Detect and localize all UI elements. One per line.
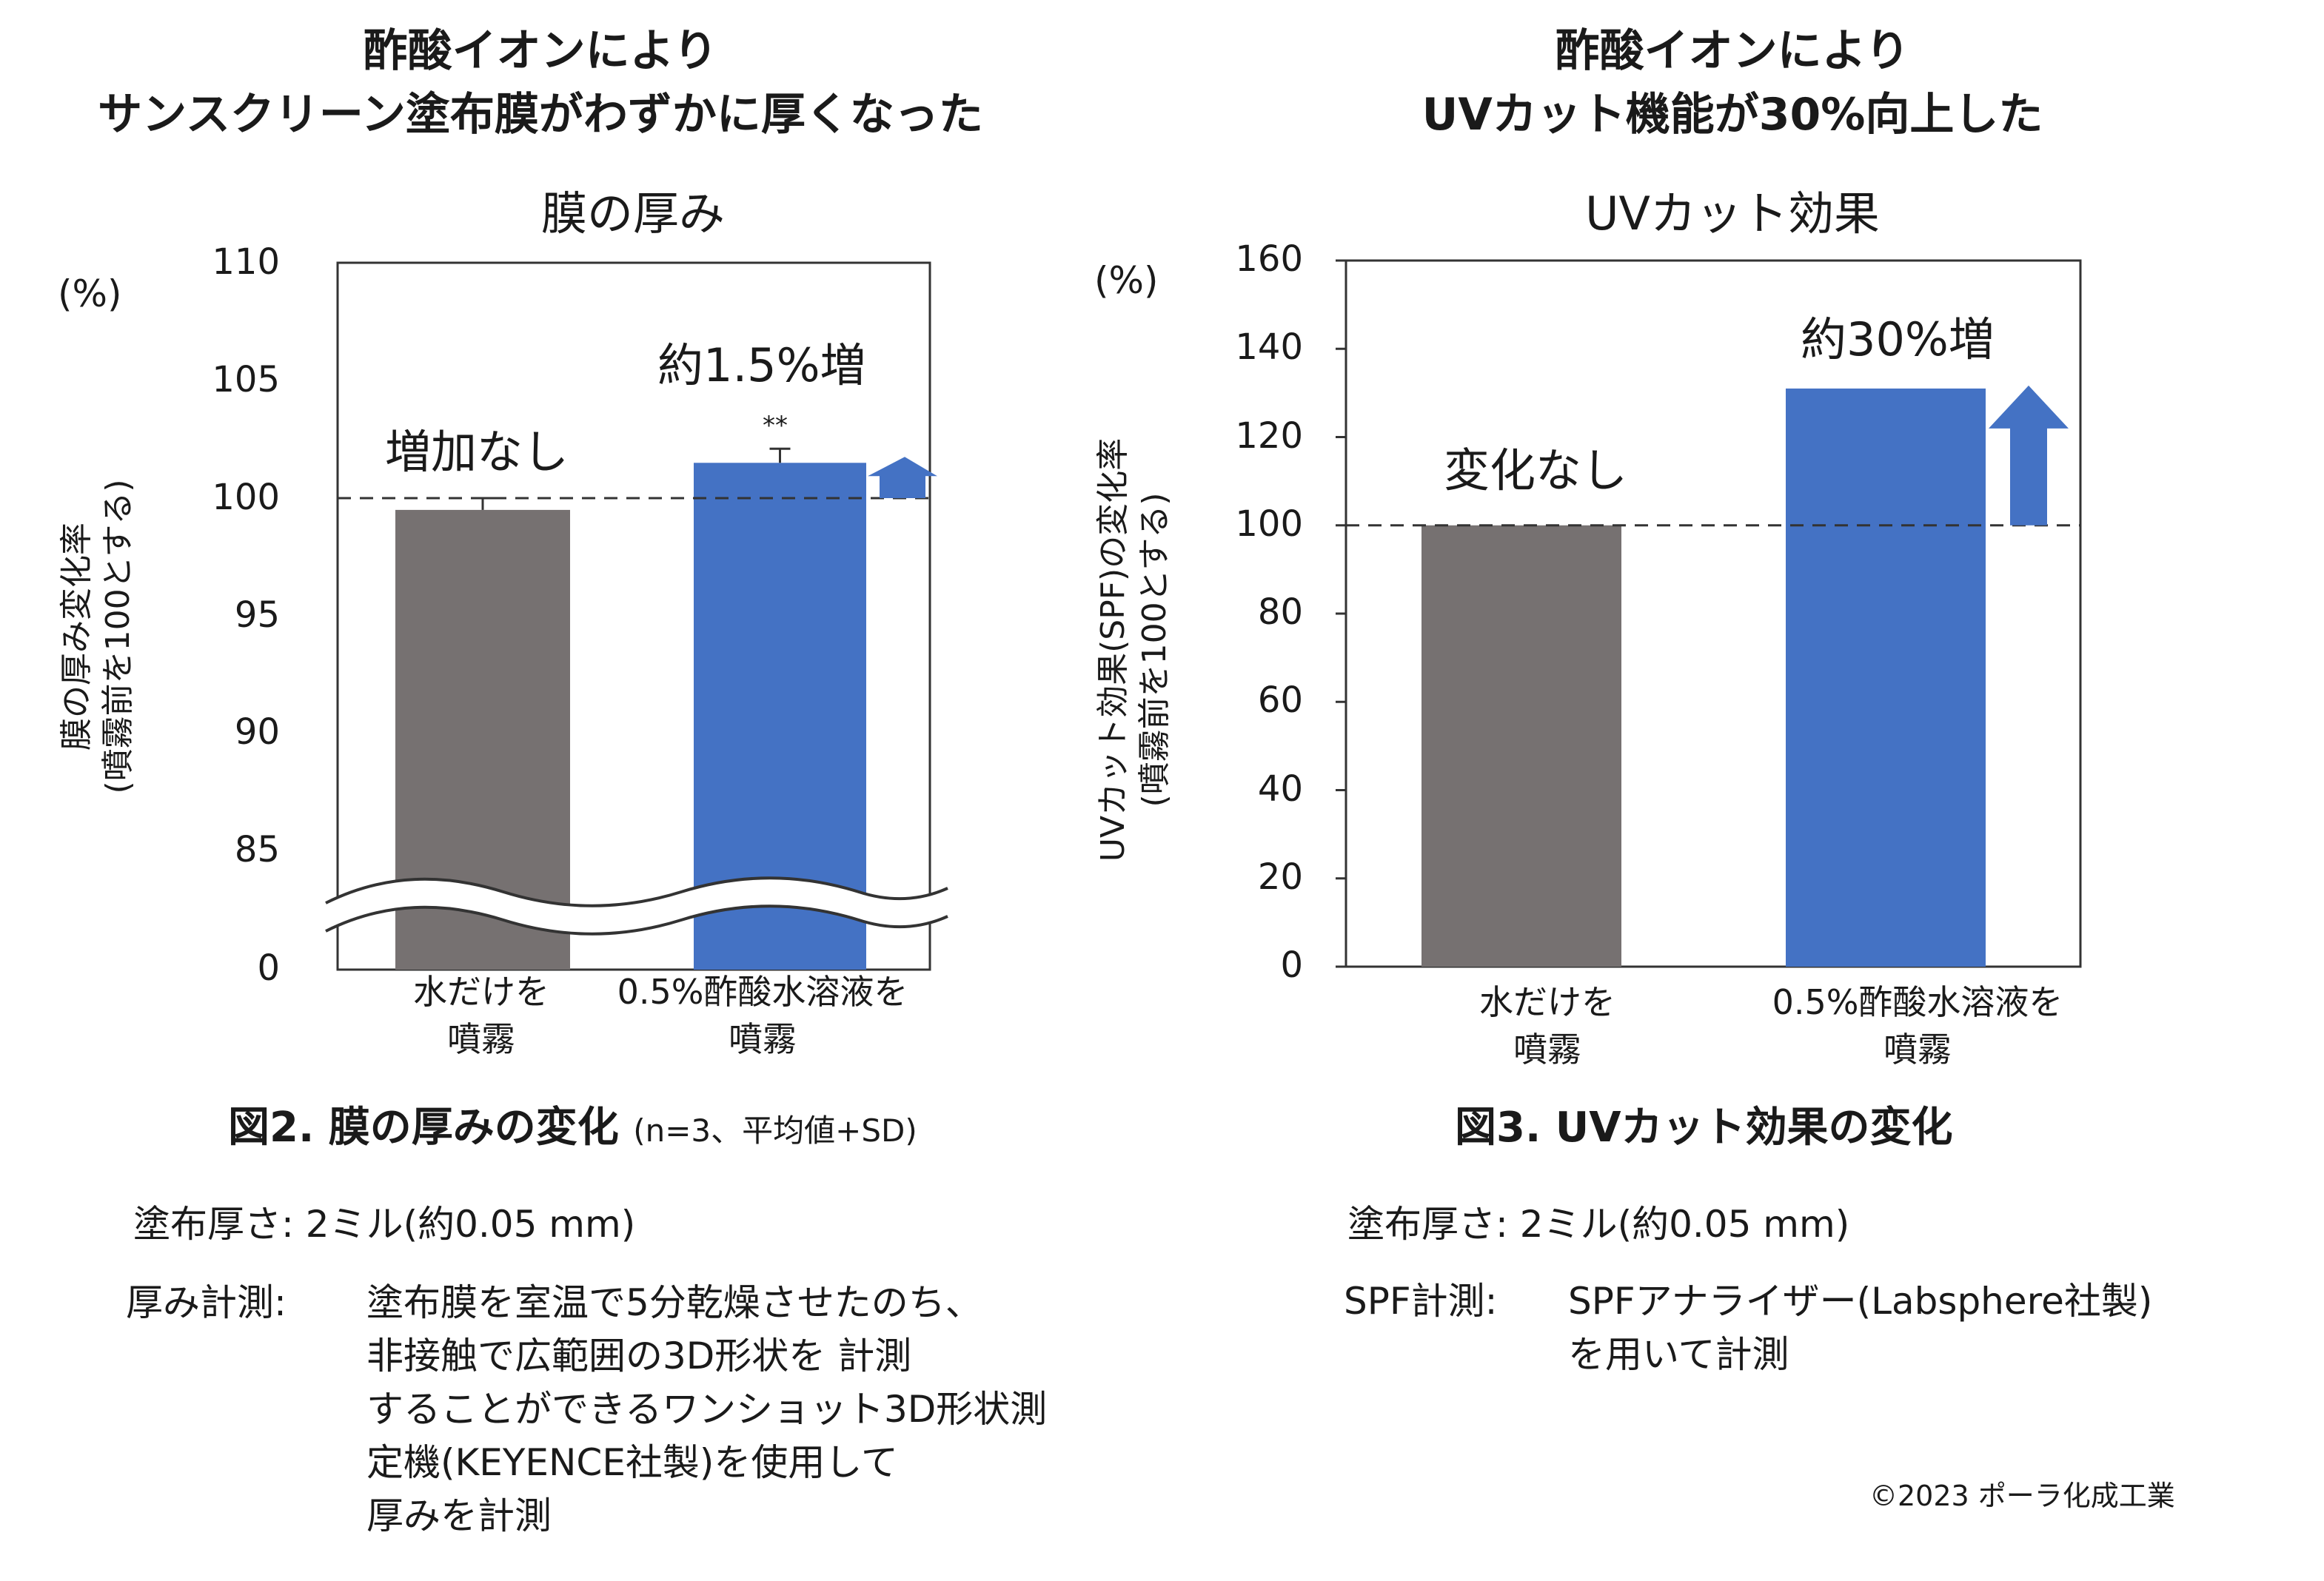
left-category-acetic: 0.5%酢酸水溶液を 噴霧	[577, 968, 948, 1063]
right-chart-title: UVカット効果	[1585, 187, 1880, 241]
right-ytick-label: 100	[1235, 503, 1303, 545]
left-note-thickness: 塗布厚さ: 2ミル(約0.05 mm)	[133, 1198, 635, 1251]
left-category-water-line1: 水だけを	[413, 972, 549, 1012]
bar-water-uv	[1421, 525, 1621, 967]
right-annotation-increase: 約30%増	[1801, 312, 1995, 366]
increase-arrow	[1989, 385, 2069, 526]
right-category-acetic-line2: 噴霧	[1883, 1030, 1952, 1070]
left-ytick-label: 110	[212, 241, 280, 283]
right-category-water-line1: 水だけを	[1479, 982, 1615, 1022]
right-annotation-no-change: 変化なし	[1444, 443, 1628, 497]
left-note2-line: 非接触で広範囲の3D形状を 計測	[366, 1335, 912, 1377]
right-figure-caption: 図3. UVカット効果の変化	[1455, 1104, 1953, 1152]
right-heading: 酢酸イオンにより UVカット機能が30%向上した	[1214, 19, 2251, 147]
right-ytick-label: 40	[1257, 768, 1303, 810]
left-ytick-label: 85	[234, 829, 280, 870]
left-category-acetic-line2: 噴霧	[729, 1019, 797, 1059]
left-note2-line: 塗布膜を室温で5分乾燥させたのち、	[366, 1281, 982, 1324]
right-category-water: 水だけを 噴霧	[1392, 979, 1703, 1073]
axis-break-line-top	[325, 876, 948, 907]
left-ytick-label: 0	[257, 947, 280, 989]
left-note1-label: 塗布厚さ:	[133, 1203, 294, 1246]
left-heading-line1: 酢酸イオンにより	[363, 25, 718, 77]
right-category-water-line2: 噴霧	[1513, 1030, 1581, 1070]
right-ytick-label: 80	[1257, 591, 1303, 633]
left-unit-label: (%)	[58, 272, 122, 315]
left-chart-title: 膜の厚み	[540, 187, 725, 241]
left-caption-main: 図2. 膜の厚みの変化	[228, 1104, 619, 1152]
left-category-acetic-line1: 0.5%酢酸水溶液を	[617, 972, 908, 1012]
right-ytick-label: 20	[1257, 856, 1303, 898]
left-ytick-label: 100	[212, 477, 280, 518]
left-note2-line: 厚みを計測	[366, 1494, 552, 1537]
right-category-acetic: 0.5%酢酸水溶液を 噴霧	[1725, 979, 2110, 1073]
right-note2-label: SPF計測:	[1344, 1280, 1498, 1323]
left-plot-frame	[336, 261, 931, 971]
left-heading: 酢酸イオンにより サンスクリーン塗布膜がわずかに厚くなった	[0, 19, 1081, 147]
left-note2-line: することができるワンショット3D形状測	[366, 1388, 1048, 1431]
copyright: ©2023 ポーラ化成工業	[1869, 1480, 2175, 1512]
left-note1-value: 2ミル(約0.05 mm)	[305, 1203, 636, 1246]
axis-break-line-bottom	[325, 904, 948, 936]
right-ytick-label: 120	[1235, 414, 1303, 457]
increase-arrow	[868, 457, 937, 498]
right-note2-line: SPFアナライザー(Labsphere社製)	[1568, 1280, 2153, 1323]
right-note1-label: 塗布厚さ:	[1347, 1203, 1508, 1246]
bar-acetic-uv	[1786, 388, 1986, 967]
left-note-measurement: 塗布膜を室温で5分乾燥させたのち、 非接触で広範囲の3D形状を 計測 することが…	[366, 1276, 1047, 1543]
right-ytick-label: 140	[1235, 326, 1303, 369]
left-ytick-label: 95	[234, 594, 280, 636]
right-ytick-label: 0	[1280, 944, 1303, 986]
left-heading-line2: サンスクリーン塗布膜がわずかに厚くなった	[98, 89, 983, 141]
significance-marker: **	[763, 411, 788, 440]
left-ytick-label: 105	[212, 359, 280, 400]
left-note2-label: 厚み計測:	[126, 1281, 287, 1324]
left-note2-line: 定機(KEYENCE社製)を使用して	[366, 1441, 898, 1484]
left-annotation-increase: 約1.5%増	[657, 338, 866, 392]
left-annotation-no-increase: 増加なし	[385, 425, 569, 479]
right-ytick-label: 60	[1257, 679, 1303, 722]
left-figure-caption: 図2. 膜の厚みの変化 (n=3、平均値+SD)	[228, 1094, 917, 1154]
left-ytick-label: 90	[234, 711, 280, 753]
axis-break-band	[326, 878, 948, 934]
right-unit-label: (%)	[1094, 259, 1159, 302]
right-note2-line: を用いて計測	[1568, 1333, 1789, 1376]
left-category-water-line2: 噴霧	[447, 1019, 515, 1059]
right-note1-value: 2ミル(約0.05 mm)	[1519, 1203, 1850, 1246]
right-ytick-label: 160	[1235, 238, 1303, 280]
right-heading-line1: 酢酸イオンにより	[1555, 25, 1910, 77]
right-note-thickness: 塗布厚さ: 2ミル(約0.05 mm)	[1347, 1198, 1849, 1251]
right-note-measurement: SPFアナライザー(Labsphere社製) を用いて計測	[1568, 1275, 2152, 1381]
right-category-acetic-line1: 0.5%酢酸水溶液を	[1772, 982, 2063, 1022]
left-caption-sub: (n=3、平均値+SD)	[633, 1112, 917, 1149]
right-heading-line2: UVカット機能が30%向上した	[1421, 89, 2043, 141]
left-category-water: 水だけを 噴霧	[333, 968, 629, 1063]
